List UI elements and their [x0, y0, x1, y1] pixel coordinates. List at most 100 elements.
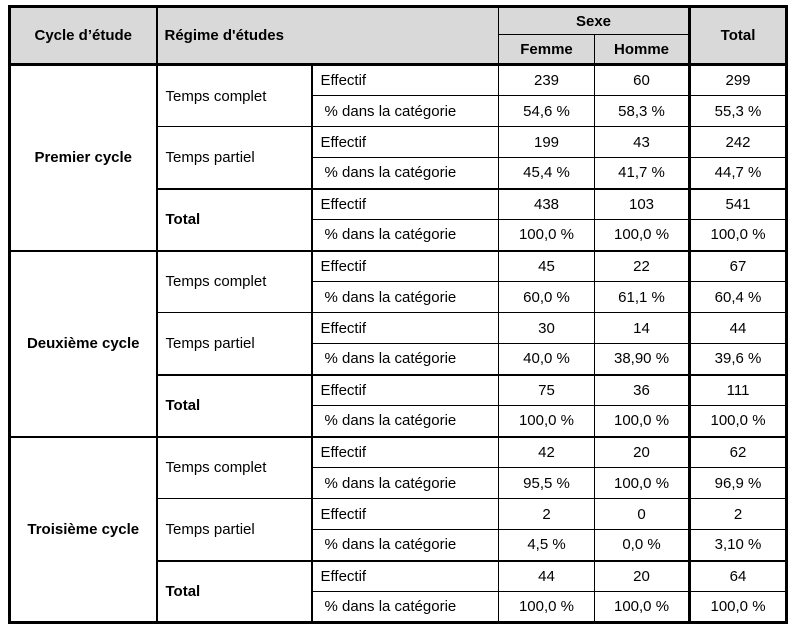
- value-femme: 199: [498, 126, 595, 158]
- table-row: Troisième cycle Temps complet Effectif 4…: [9, 435, 788, 623]
- regime-total-label: Total: [156, 187, 313, 251]
- stat-label: Effectif: [311, 498, 499, 530]
- value-femme: 54,6 %: [498, 95, 595, 127]
- table-row-total: Total Effectif 44 20 64: [10, 559, 788, 623]
- stat-label: Effectif: [311, 559, 499, 592]
- value-homme: 103: [593, 187, 692, 220]
- regime-label: Temps complet: [156, 64, 313, 127]
- value-total: 62: [689, 435, 788, 468]
- value-femme: 42: [498, 435, 595, 468]
- stat-label: Effectif: [311, 249, 499, 282]
- value-total: 3,10 %: [689, 529, 788, 561]
- header-femme: Femme: [498, 34, 595, 66]
- regime-label: Temps partiel: [156, 126, 313, 189]
- value-femme: 30: [498, 312, 595, 344]
- value-homme: 36: [593, 373, 692, 406]
- value-total: 541: [689, 187, 788, 220]
- value-total: 55,3 %: [689, 95, 788, 127]
- table-row: % dans la catégorie 95,5 % 100,0 % 96,9 …: [10, 467, 788, 499]
- value-femme: 40,0 %: [498, 343, 595, 375]
- table-row: % dans la catégorie 4,5 % 0,0 % 3,10 %: [10, 529, 788, 561]
- table-row: Temps partiel Effectif 199 43 242: [10, 126, 788, 189]
- value-homme: 20: [593, 435, 692, 468]
- table-header: Cycle d’étude Régime d'études Sexe Total…: [9, 6, 788, 66]
- value-homme: 100,0 %: [593, 591, 692, 623]
- stat-label: % dans la catégorie: [311, 467, 499, 499]
- stat-label: % dans la catégorie: [311, 591, 499, 623]
- stat-label: % dans la catégorie: [311, 529, 499, 561]
- value-homme: 100,0 %: [593, 467, 692, 499]
- stat-label: % dans la catégorie: [311, 343, 499, 375]
- stat-label: Effectif: [311, 64, 499, 96]
- regime-total-label: Total: [156, 559, 313, 623]
- value-homme: 43: [593, 126, 692, 158]
- header-regime: Régime d'études: [156, 6, 499, 66]
- stat-label: % dans la catégorie: [311, 157, 499, 189]
- cycle-label: Deuxième cycle: [9, 249, 158, 437]
- value-homme: 100,0 %: [593, 405, 692, 437]
- value-homme: 61,1 %: [593, 281, 692, 313]
- table-body: Premier cycle Temps complet Effectif 239…: [9, 64, 788, 623]
- value-femme: 75: [498, 373, 595, 406]
- header-cycle: Cycle d’étude: [9, 6, 158, 66]
- value-femme: 4,5 %: [498, 529, 595, 561]
- value-femme: 60,0 %: [498, 281, 595, 313]
- table-row-total: % dans la catégorie 100,0 % 100,0 % 100,…: [10, 405, 788, 437]
- value-total: 60,4 %: [689, 281, 788, 313]
- cycle-label: Troisième cycle: [9, 435, 158, 623]
- header-sexe: Sexe: [497, 6, 692, 35]
- header-total: Total: [689, 6, 788, 66]
- table-row-total: % dans la catégorie 100,0 % 100,0 % 100,…: [10, 591, 788, 623]
- cycle-label: Premier cycle: [9, 64, 158, 251]
- value-total: 44: [689, 312, 788, 344]
- table-row: % dans la catégorie 54,6 % 58,3 % 55,3 %: [10, 95, 788, 127]
- value-femme: 2: [498, 498, 595, 530]
- value-homme: 100,0 %: [593, 219, 692, 251]
- value-homme: 14: [593, 312, 692, 344]
- value-total: 67: [689, 249, 788, 282]
- regime-label: Temps complet: [156, 249, 313, 313]
- value-total: 100,0 %: [689, 591, 788, 623]
- table-row: % dans la catégorie 60,0 % 61,1 % 60,4 %: [10, 281, 788, 313]
- value-total: 111: [689, 373, 788, 406]
- value-femme: 438: [498, 187, 595, 220]
- value-homme: 0,0 %: [593, 529, 692, 561]
- value-total: 44,7 %: [689, 157, 788, 189]
- stat-label: % dans la catégorie: [311, 95, 499, 127]
- value-total: 242: [689, 126, 788, 158]
- stat-label: % dans la catégorie: [311, 219, 499, 251]
- header-homme: Homme: [593, 34, 692, 66]
- stat-label: Effectif: [311, 373, 499, 406]
- table-row-total: % dans la catégorie 100,0 % 100,0 % 100,…: [10, 219, 788, 251]
- table-row: % dans la catégorie 45,4 % 41,7 % 44,7 %: [10, 157, 788, 189]
- table-row: Temps partiel Effectif 2 0 2: [10, 498, 788, 561]
- value-homme: 41,7 %: [593, 157, 692, 189]
- value-femme: 100,0 %: [498, 219, 595, 251]
- value-femme: 44: [498, 559, 595, 592]
- stat-label: Effectif: [311, 187, 499, 220]
- value-femme: 239: [498, 64, 595, 96]
- stat-label: Effectif: [311, 312, 499, 344]
- value-homme: 22: [593, 249, 692, 282]
- value-total: 96,9 %: [689, 467, 788, 499]
- stat-label: Effectif: [311, 435, 499, 468]
- table-row-total: Total Effectif 438 103 541: [10, 187, 788, 251]
- table-row: Deuxième cycle Temps complet Effectif 45…: [9, 249, 788, 437]
- crosstab-table: Cycle d’étude Régime d'études Sexe Total…: [8, 5, 789, 624]
- value-homme: 0: [593, 498, 692, 530]
- value-total: 100,0 %: [689, 405, 788, 437]
- value-femme: 100,0 %: [498, 591, 595, 623]
- regime-label: Temps partiel: [156, 498, 313, 561]
- stat-label: % dans la catégorie: [311, 405, 499, 437]
- value-total: 299: [689, 64, 788, 96]
- value-total: 39,6 %: [689, 343, 788, 375]
- value-total: 100,0 %: [689, 219, 788, 251]
- regime-label: Temps partiel: [156, 312, 313, 375]
- value-femme: 95,5 %: [498, 467, 595, 499]
- value-femme: 45,4 %: [498, 157, 595, 189]
- value-total: 64: [689, 559, 788, 592]
- regime-label: Temps complet: [156, 435, 313, 499]
- stat-label: Effectif: [311, 126, 499, 158]
- stat-label: % dans la catégorie: [311, 281, 499, 313]
